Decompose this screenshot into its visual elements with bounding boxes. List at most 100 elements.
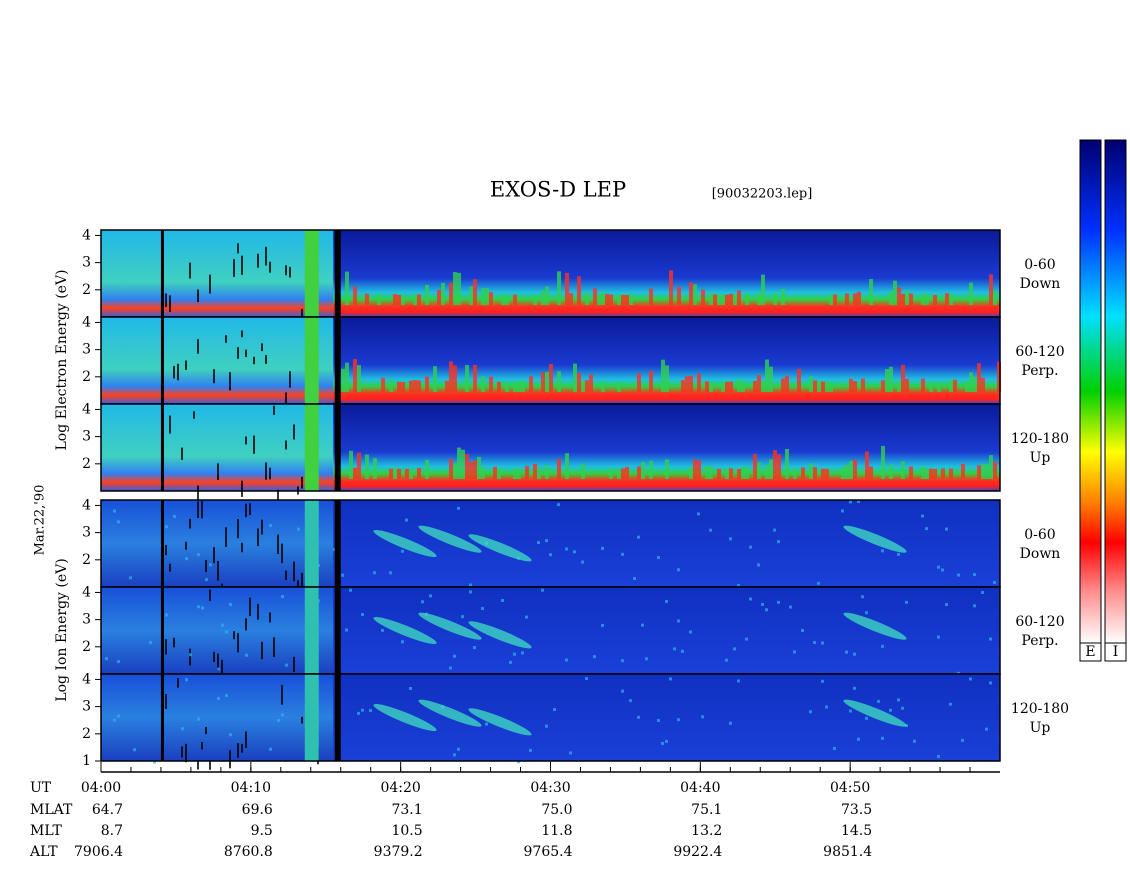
spectrogram-early bbox=[101, 230, 334, 317]
spectrogram-texture bbox=[165, 293, 167, 307]
spectrogram-texture bbox=[513, 381, 517, 392]
x-tick-label: 04:10 bbox=[231, 780, 271, 796]
spectrogram-texture bbox=[733, 293, 737, 305]
spectrogram-texture bbox=[445, 380, 449, 392]
spectrogram-texture bbox=[281, 685, 283, 705]
spectrogram-texture bbox=[361, 708, 364, 712]
spectrogram-texture bbox=[813, 380, 817, 392]
spectrogram-texture bbox=[685, 376, 689, 392]
spectrogram-texture bbox=[457, 272, 461, 305]
spectrogram-texture bbox=[845, 293, 849, 305]
spectrogram-texture bbox=[197, 605, 200, 609]
spectrogram-texture bbox=[269, 523, 272, 527]
spectrogram-texture bbox=[193, 411, 195, 419]
spectrogram-texture bbox=[649, 288, 653, 305]
spectrogram-texture bbox=[649, 370, 653, 392]
spectrogram-texture bbox=[841, 466, 845, 479]
spectrogram-texture bbox=[881, 736, 884, 740]
spectrogram-texture bbox=[449, 666, 452, 670]
y-tick-label: 3 bbox=[82, 612, 91, 628]
spectrogram-texture bbox=[869, 279, 873, 305]
ephemeris-value: 9851.4 bbox=[823, 844, 872, 860]
spectrogram-texture bbox=[737, 378, 741, 392]
spectrogram-texture bbox=[601, 546, 604, 550]
data-gap bbox=[304, 317, 319, 404]
spectrogram-texture bbox=[345, 628, 348, 632]
spectrogram-texture bbox=[905, 600, 908, 604]
spectrogram-texture bbox=[181, 727, 184, 731]
spectrogram-texture bbox=[629, 699, 632, 703]
spectrogram-texture bbox=[557, 458, 561, 479]
spectrogram-texture bbox=[497, 468, 501, 479]
spectrogram-texture bbox=[245, 436, 247, 445]
spectrogram-texture bbox=[541, 289, 545, 305]
spectrogram-texture bbox=[429, 594, 432, 598]
spectrogram-texture bbox=[709, 381, 713, 392]
spectrogram-texture bbox=[621, 659, 624, 663]
spectrogram-texture bbox=[389, 379, 393, 392]
spectrogram-texture bbox=[773, 449, 777, 479]
spectrogram-texture bbox=[853, 293, 857, 305]
spectrogram-texture bbox=[925, 293, 929, 305]
spectrogram-texture bbox=[205, 578, 208, 582]
spectrogram-texture bbox=[281, 595, 284, 599]
data-gap bbox=[160, 317, 164, 404]
spectrogram-texture bbox=[989, 455, 993, 479]
spectrogram-early bbox=[101, 317, 334, 404]
spectrogram-texture bbox=[513, 294, 517, 305]
ephemeris-value: 64.7 bbox=[92, 802, 123, 818]
spectrogram-texture bbox=[853, 652, 856, 656]
spectrogram-texture bbox=[889, 290, 893, 305]
spectrogram-texture bbox=[217, 560, 219, 581]
data-gap bbox=[304, 500, 319, 587]
spectrogram-texture bbox=[409, 468, 413, 479]
spectrogram-texture bbox=[489, 376, 493, 392]
ion-streak bbox=[373, 616, 437, 645]
spectrogram-texture bbox=[569, 293, 573, 305]
spectrogram-texture bbox=[965, 381, 969, 392]
spectrogram-texture bbox=[765, 359, 769, 392]
spectrogram-texture bbox=[181, 746, 183, 758]
ion-streak bbox=[468, 534, 532, 562]
spectrogram-texture bbox=[365, 293, 369, 305]
spectrogram-texture bbox=[709, 466, 713, 479]
spectrogram-texture bbox=[185, 678, 188, 682]
spectrogram-texture bbox=[557, 371, 561, 392]
ion-streak bbox=[418, 612, 482, 640]
spectrogram-texture bbox=[933, 294, 937, 305]
spectrogram-texture bbox=[797, 368, 801, 392]
spectrogram-texture bbox=[905, 289, 909, 305]
spectrogram-texture bbox=[485, 288, 489, 305]
spectrogram-texture bbox=[113, 509, 116, 513]
spectrogram-texture bbox=[865, 451, 869, 479]
spectrogram-texture bbox=[293, 561, 295, 582]
spectrogram-texture bbox=[449, 282, 453, 305]
spectrogram-texture bbox=[549, 363, 553, 392]
spectrogram-texture bbox=[741, 466, 745, 479]
spectrogram-texture bbox=[273, 637, 275, 657]
spectrogram-texture bbox=[281, 543, 283, 564]
spectrogram-texture bbox=[753, 453, 757, 479]
spectrogram-texture bbox=[649, 460, 653, 479]
spectrogram-texture bbox=[921, 514, 924, 518]
spectrogram-texture bbox=[257, 528, 259, 547]
spectrogram-texture bbox=[449, 458, 453, 479]
spectrogram-texture bbox=[957, 573, 960, 577]
spectrogram-texture bbox=[865, 611, 868, 615]
spectrogram-texture bbox=[617, 294, 621, 305]
spectrogram-texture bbox=[401, 640, 404, 644]
data-gap bbox=[334, 404, 341, 491]
spectrogram-texture bbox=[921, 378, 925, 392]
y-tick-label: 4 bbox=[82, 314, 91, 330]
spectrogram-texture bbox=[729, 468, 733, 479]
ephemeris-label: ALT bbox=[29, 844, 58, 860]
data-gap bbox=[160, 404, 164, 491]
data-gap bbox=[334, 317, 341, 404]
spectrogram-texture bbox=[473, 279, 477, 305]
spectrogram-texture bbox=[921, 466, 925, 479]
x-tick-label: 04:40 bbox=[680, 780, 720, 796]
y-tick-label: 2 bbox=[82, 282, 91, 298]
spectrogram-texture bbox=[217, 697, 220, 701]
spectrogram-texture bbox=[897, 381, 901, 392]
